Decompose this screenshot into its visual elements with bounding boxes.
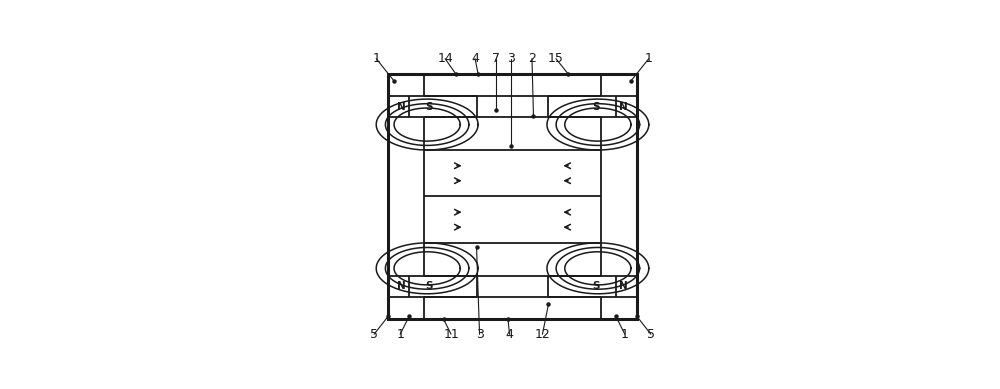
Text: N: N bbox=[397, 102, 406, 112]
Text: 15: 15 bbox=[548, 52, 564, 65]
Text: 4: 4 bbox=[506, 328, 513, 341]
Text: 2: 2 bbox=[528, 52, 536, 65]
Text: S: S bbox=[592, 281, 599, 291]
Text: 5: 5 bbox=[370, 328, 378, 341]
Text: 3: 3 bbox=[507, 52, 515, 65]
Text: S: S bbox=[592, 102, 599, 112]
Text: N: N bbox=[397, 281, 406, 291]
Text: S: S bbox=[426, 102, 433, 112]
Text: 5: 5 bbox=[647, 328, 655, 341]
Text: 11: 11 bbox=[443, 328, 459, 341]
Bar bbox=[388, 74, 637, 319]
Text: 1: 1 bbox=[372, 52, 380, 65]
Text: 1: 1 bbox=[645, 52, 653, 65]
Text: N: N bbox=[619, 281, 628, 291]
Text: 1: 1 bbox=[621, 328, 629, 341]
Text: N: N bbox=[619, 102, 628, 112]
Text: 1: 1 bbox=[396, 328, 404, 341]
Text: 4: 4 bbox=[471, 52, 479, 65]
Text: 7: 7 bbox=[492, 52, 500, 65]
Text: 12: 12 bbox=[535, 328, 550, 341]
Text: 14: 14 bbox=[437, 52, 453, 65]
Text: S: S bbox=[426, 281, 433, 291]
Text: 3: 3 bbox=[476, 328, 483, 341]
